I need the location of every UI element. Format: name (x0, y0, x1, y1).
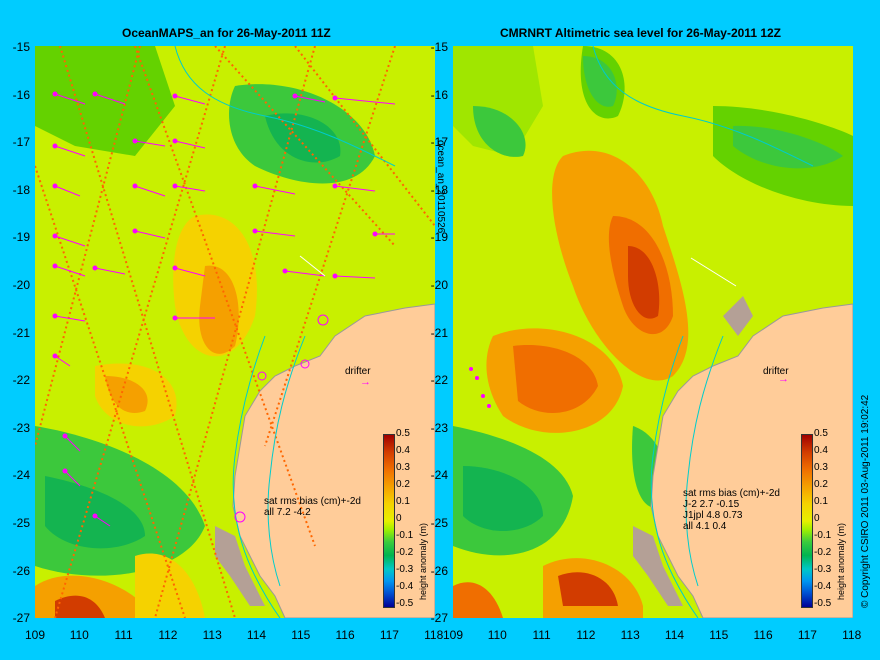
left-map-panel (35, 46, 435, 618)
colorbar-tick-label: 0.5 (814, 428, 828, 439)
colorbar-tick-label: 0.2 (814, 479, 828, 490)
latitude-label: -23 (12, 420, 30, 435)
right-map-svg (453, 46, 853, 618)
longitude-label: 118 (424, 628, 444, 642)
right-drifter-arrow-icon: → (778, 373, 789, 385)
colorbar-tick-label: 0.4 (396, 445, 410, 456)
longitude-label: 113 (620, 628, 640, 642)
longitude-label: 114 (246, 628, 267, 642)
left-colorbar (383, 434, 395, 608)
colorbar-tick-label: 0 (814, 513, 820, 524)
right-drifter-label: drifter (763, 366, 789, 377)
latitude-label: -20 (12, 278, 30, 292)
longitude-label: 111 (114, 628, 133, 642)
longitude-label: 109 (24, 628, 46, 642)
left-stats-line: all 7.2 -4.2 (264, 507, 311, 518)
right-panel-title: CMRNRT Altimetric sea level for 26-May-2… (500, 26, 781, 40)
right-stats-line: J-2 2.7 -0.15 (683, 499, 740, 510)
colorbar-tick-label: 0.2 (396, 479, 410, 490)
left-colorbar-label: height anomaly (m) (418, 522, 428, 600)
colorbar-tick-label: -0.2 (396, 547, 414, 558)
longitude-label: 117 (379, 628, 399, 642)
colorbar-tick-label: 0.3 (396, 462, 410, 473)
longitude-label: 115 (709, 628, 729, 642)
latitude-label: -15 (12, 40, 30, 54)
colorbar-tick-label: 0.1 (396, 496, 410, 507)
run-id-label: ocean_an_20110526 (435, 140, 446, 234)
latitude-label: -26 (430, 563, 448, 578)
latitude-label: -24 (12, 468, 30, 483)
longitude-label: 116 (753, 628, 773, 642)
latitude-label: -27 (12, 611, 30, 626)
colorbar-tick-label: 0.4 (814, 445, 828, 456)
left-map-svg (35, 46, 435, 618)
colorbar-tick-label: 0.5 (396, 428, 410, 439)
longitude-label: 118 (842, 628, 862, 642)
colorbar-tick-label: -0.2 (814, 547, 832, 558)
longitude-label: 111 (532, 628, 551, 642)
longitude-label: 113 (202, 628, 222, 642)
colorbar-tick-label: -0.5 (396, 598, 414, 609)
longitude-label: 110 (69, 628, 89, 642)
latitude-label: -21 (430, 325, 448, 340)
longitude-label: 117 (797, 628, 817, 642)
longitude-label: 109 (442, 628, 464, 642)
latitude-label: -17 (12, 135, 30, 150)
latitude-label: -19 (430, 230, 448, 245)
longitude-label: 116 (335, 628, 355, 642)
right-stats-line: all 4.1 0.4 (683, 521, 727, 532)
latitude-label: -22 (430, 373, 448, 388)
longitude-label: 115 (291, 628, 311, 642)
latitude-label: -22 (12, 373, 30, 388)
right-stats: sat rms bias (cm)+-2d J-2 2.7 -0.15 J1jp… (683, 488, 780, 532)
left-drifter-label: drifter (345, 366, 371, 377)
left-panel-title: OceanMAPS_an for 26-May-2011 11Z (122, 26, 331, 40)
latitude-label: -19 (12, 230, 30, 245)
colorbar-tick-label: -0.1 (814, 530, 832, 541)
copyright-label: © Copyright CSIRO 2011 03-Aug-2011 19:02… (860, 394, 871, 608)
colorbar-tick-label: -0.4 (814, 581, 832, 592)
longitude-label: 112 (158, 628, 178, 642)
colorbar-tick-label: -0.3 (396, 564, 414, 575)
colorbar-tick-label: -0.3 (814, 564, 832, 575)
right-colorbar (801, 434, 813, 608)
latitude-label: -16 (12, 87, 30, 102)
colorbar-tick-label: -0.4 (396, 581, 414, 592)
latitude-label: -24 (430, 468, 448, 483)
right-stats-line: sat rms bias (cm)+-2d (683, 488, 780, 499)
colorbar-tick-label: -0.5 (814, 598, 832, 609)
left-drifter-arrow-icon: → (360, 376, 371, 388)
left-stats: sat rms bias (cm)+-2d all 7.2 -4.2 (264, 496, 361, 518)
left-stats-line: sat rms bias (cm)+-2d (264, 496, 361, 507)
latitude-label: -17 (430, 135, 448, 150)
latitude-label: -23 (430, 420, 448, 435)
latitude-label: -20 (430, 278, 448, 292)
latitude-label: -25 (12, 516, 30, 530)
latitude-label: -18 (430, 182, 448, 197)
longitude-label: 114 (664, 628, 685, 642)
colorbar-tick-label: 0.3 (814, 462, 828, 473)
right-stats-line: J1jpl 4.8 0.73 (683, 510, 743, 521)
latitude-label: -15 (430, 40, 448, 54)
latitude-label: -25 (430, 516, 448, 530)
right-map-panel (453, 46, 853, 618)
longitude-label: 112 (576, 628, 596, 642)
latitude-label: -18 (12, 182, 30, 197)
colorbar-tick-label: -0.1 (396, 530, 414, 541)
latitude-label: -27 (430, 611, 448, 626)
longitude-label: 110 (487, 628, 507, 642)
colorbar-tick-label: 0 (396, 513, 402, 524)
latitude-label: -16 (430, 87, 448, 102)
latitude-label: -21 (12, 325, 30, 340)
right-colorbar-label: height anomaly (m) (836, 522, 846, 600)
latitude-label: -26 (12, 563, 30, 578)
colorbar-tick-label: 0.1 (814, 496, 828, 507)
